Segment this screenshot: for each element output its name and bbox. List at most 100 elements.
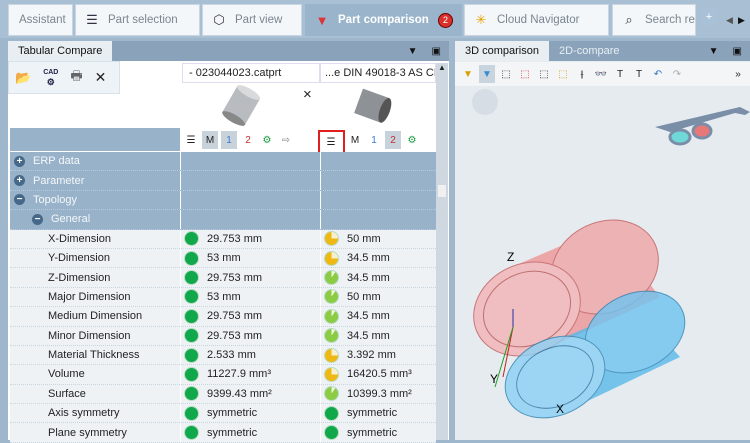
- navigation-orb[interactable]: [472, 89, 498, 115]
- value-part-1: 11227.9 mm³: [207, 368, 271, 381]
- main-tab-bar: Assistant ☰ Part selection ⬡ Part view ▼ Pa…: [0, 0, 750, 38]
- table-row[interactable]: Minor Dimension 29.753 mm 34.5 mm: [10, 326, 436, 346]
- more-tools-icon[interactable]: »: [735, 68, 741, 80]
- collapse-icon[interactable]: −: [14, 194, 25, 206]
- group-erp-data[interactable]: + ERP data: [10, 152, 436, 172]
- add-tab-button[interactable]: +: [700, 8, 718, 26]
- redo-icon[interactable]: ↷: [672, 68, 682, 80]
- table-row[interactable]: Material Thickness 2.533 mm 3.392 mm: [10, 345, 436, 366]
- filter-icon[interactable]: ▼: [463, 68, 473, 80]
- notification-badge: 2: [438, 12, 453, 28]
- variant-1-button[interactable]: 1: [221, 131, 237, 149]
- tab-tabular-compare[interactable]: Tabular Compare: [8, 41, 113, 61]
- value-part-1: 53 mm: [207, 290, 241, 303]
- scroll-right-icon[interactable]: ▶: [738, 15, 745, 25]
- group-topology[interactable]: − Topology: [10, 190, 436, 211]
- tab-search[interactable]: ⌕ Search re: [612, 4, 696, 36]
- tab-assistant[interactable]: Assistant: [8, 4, 73, 36]
- table-row[interactable]: Y-Dimension 53 mm 34.5 mm: [10, 248, 436, 269]
- dropdown-icon[interactable]: ▼: [407, 45, 418, 57]
- scrollbar-thumb[interactable]: [438, 185, 446, 197]
- tab-3d-comparison[interactable]: 3D comparison: [455, 41, 549, 61]
- table-row[interactable]: X-Dimension 29.753 mm 50 mm: [10, 229, 436, 249]
- open-folder-icon[interactable]: 📂: [15, 69, 32, 85]
- status-indicator-icon: [184, 289, 199, 305]
- property-label: Major Dimension: [48, 290, 131, 303]
- table-row[interactable]: Axis symmetry symmetric symmetric: [10, 404, 436, 424]
- value-part-1: 2.533 mm: [207, 349, 256, 362]
- group-parameter[interactable]: + Parameter: [10, 171, 436, 191]
- mode-m-button[interactable]: M: [202, 131, 218, 149]
- highlighted-properties-button[interactable]: ☰: [318, 130, 345, 154]
- value-part-2: 34.5 mm: [347, 252, 390, 265]
- select-icon[interactable]: ⬚: [501, 68, 511, 80]
- value-part-1: 29.753 mm: [207, 271, 263, 284]
- mode-m-button[interactable]: M: [350, 134, 360, 146]
- expand-icon[interactable]: +: [14, 175, 25, 187]
- cad-export-icon[interactable]: CAD ⚙: [43, 68, 59, 87]
- dropdown-icon[interactable]: ▼: [708, 45, 719, 57]
- value-part-2: 3.392 mm: [347, 349, 396, 362]
- part-thumbnail-2: [354, 88, 392, 123]
- filter-active-icon[interactable]: ▼: [479, 65, 495, 83]
- value-part-1: 29.753 mm: [207, 232, 263, 245]
- close-comparison-icon[interactable]: ×: [303, 86, 312, 103]
- value-part-1: 9399.43 mm²: [207, 387, 272, 400]
- variant-2-button[interactable]: 2: [245, 134, 251, 146]
- floating-toolbar: 📂 CAD ⚙ 🖶 ✕: [8, 61, 120, 94]
- tab-cloud-navigator[interactable]: ✳ Cloud Navigator: [464, 4, 609, 36]
- status-indicator-icon: [184, 270, 199, 286]
- properties-icon: ☰: [326, 136, 336, 148]
- undo-icon[interactable]: ↶: [653, 68, 663, 80]
- select-blue-icon[interactable]: ⬚: [539, 68, 549, 80]
- select-red-icon[interactable]: ⬚: [520, 68, 530, 80]
- table-row[interactable]: Volume 11227.9 mm³ 16420.5 mm³: [10, 365, 436, 385]
- value-part-1: symmetric: [207, 426, 258, 439]
- tab-part-selection[interactable]: ☰ Part selection: [75, 4, 200, 36]
- status-indicator-icon: [184, 366, 199, 382]
- file-name-2: ...e DIN 49018-3 AS CF 1(: [320, 63, 436, 83]
- print-icon[interactable]: 🖶: [70, 67, 83, 83]
- group-general[interactable]: − General: [10, 210, 436, 230]
- y-axis-label: Y: [490, 372, 498, 386]
- expand-icon[interactable]: +: [14, 155, 25, 167]
- measure-icon[interactable]: T: [616, 68, 624, 80]
- 3d-viewport[interactable]: Z Y X: [455, 87, 750, 440]
- table-row[interactable]: Major Dimension 53 mm 50 mm: [10, 287, 436, 308]
- table-row[interactable]: Plane symmetry symmetric symmetric: [10, 423, 436, 443]
- table-row[interactable]: Z-Dimension 29.753 mm 34.5 mm: [10, 268, 436, 288]
- y-axis: [494, 326, 514, 388]
- vertical-scrollbar[interactable]: ▲: [436, 63, 448, 440]
- maximize-icon[interactable]: ▣: [732, 45, 742, 57]
- column-1-toolbar: ☰ M 1 2 ⚙ ⇨: [183, 131, 294, 149]
- value-part-2: 50 mm: [347, 290, 381, 303]
- maximize-icon[interactable]: ▣: [431, 45, 441, 57]
- select-yellow-icon[interactable]: ⬚: [558, 68, 568, 80]
- x-axis: [502, 326, 514, 378]
- section-icon[interactable]: ⫲: [580, 68, 584, 80]
- value-part-2: symmetric: [347, 407, 398, 420]
- export-icon[interactable]: ⇨: [281, 134, 291, 146]
- status-indicator-icon: [324, 308, 339, 324]
- red-part-model: [473, 219, 660, 357]
- 3d-glasses-icon: [655, 107, 750, 146]
- network-icon: ✳: [475, 12, 487, 27]
- settings-icon[interactable]: ⚙: [407, 134, 417, 146]
- tab-2d-compare[interactable]: 2D-compare: [558, 45, 620, 57]
- glasses-icon[interactable]: 👓: [594, 68, 608, 80]
- property-label: Plane symmetry: [48, 426, 127, 439]
- tab-part-view[interactable]: ⬡ Part view: [202, 4, 302, 36]
- measure-add-icon[interactable]: T: [635, 68, 643, 80]
- variant-1-button[interactable]: 1: [371, 134, 377, 146]
- scroll-left-icon[interactable]: ◀: [726, 15, 733, 25]
- value-part-1: 29.753 mm: [207, 329, 263, 342]
- table-row[interactable]: Surface 9399.43 mm² 10399.3 mm²: [10, 384, 436, 405]
- variant-2-button[interactable]: 2: [385, 131, 401, 149]
- tab-part-comparison[interactable]: ▼ Part comparison 2: [305, 4, 462, 36]
- table-row[interactable]: Medium Dimension 29.753 mm 34.5 mm: [10, 307, 436, 327]
- collapse-icon[interactable]: −: [32, 213, 43, 225]
- close-icon[interactable]: ✕: [94, 69, 107, 85]
- properties-icon[interactable]: ☰: [186, 134, 196, 146]
- settings-icon[interactable]: ⚙: [262, 134, 272, 146]
- status-indicator-icon: [324, 425, 339, 441]
